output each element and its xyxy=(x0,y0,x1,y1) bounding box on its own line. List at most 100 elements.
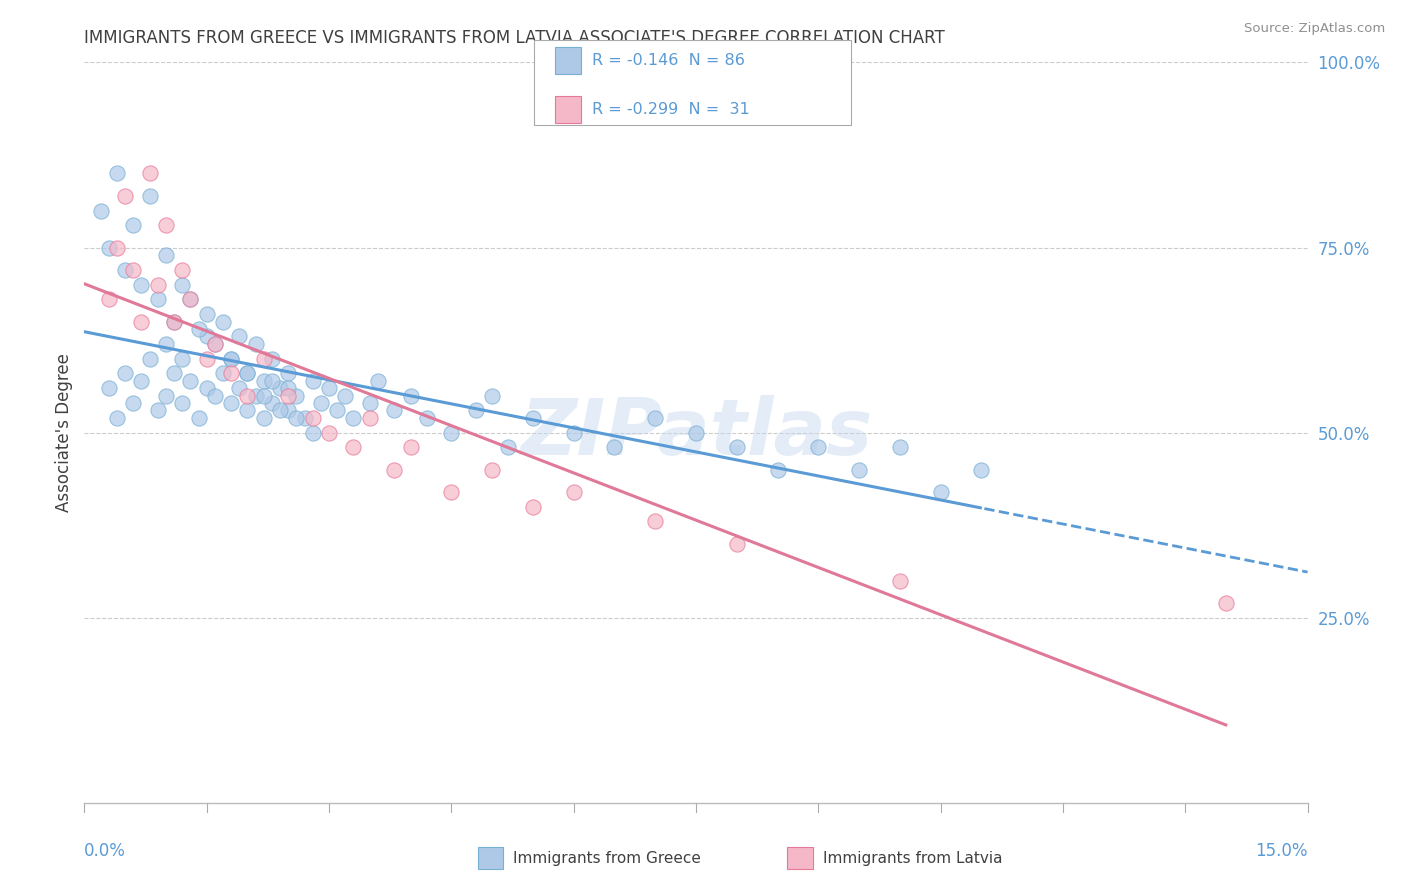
Point xyxy=(228,329,250,343)
Point xyxy=(522,410,544,425)
Point xyxy=(309,396,332,410)
Point xyxy=(155,388,177,402)
Point xyxy=(285,410,308,425)
Point xyxy=(114,188,136,202)
Point xyxy=(245,336,267,351)
Point xyxy=(187,410,209,425)
Point xyxy=(219,367,242,381)
Point xyxy=(294,410,316,425)
Point xyxy=(277,367,299,381)
Text: R = -0.299  N =  31: R = -0.299 N = 31 xyxy=(592,103,749,117)
Point xyxy=(848,462,870,476)
Point xyxy=(236,403,259,417)
Point xyxy=(105,166,128,180)
Point xyxy=(318,425,340,440)
Point xyxy=(301,410,323,425)
Point xyxy=(172,262,194,277)
Point xyxy=(260,351,283,366)
Point xyxy=(163,314,186,328)
Point xyxy=(269,403,291,417)
Point xyxy=(326,403,349,417)
Point xyxy=(644,515,666,529)
Point xyxy=(146,403,169,417)
Point xyxy=(90,203,112,218)
Point xyxy=(725,441,748,455)
Point xyxy=(204,336,226,351)
Point xyxy=(440,484,463,499)
Point xyxy=(236,388,259,402)
Point xyxy=(219,351,242,366)
Point xyxy=(236,367,259,381)
Point xyxy=(97,240,120,255)
Point xyxy=(138,351,160,366)
Point xyxy=(342,441,364,455)
Point xyxy=(1215,596,1237,610)
Point xyxy=(172,351,194,366)
Point xyxy=(359,410,381,425)
Point xyxy=(342,410,364,425)
Point xyxy=(212,314,235,328)
Point xyxy=(318,381,340,395)
Point xyxy=(105,240,128,255)
Text: 0.0%: 0.0% xyxy=(84,842,127,860)
Point xyxy=(382,462,405,476)
Text: ZIPatlas: ZIPatlas xyxy=(520,394,872,471)
Point xyxy=(889,574,911,588)
Point xyxy=(138,166,160,180)
Point xyxy=(269,381,291,395)
Point xyxy=(766,462,789,476)
Point xyxy=(889,441,911,455)
Point xyxy=(131,277,153,292)
Point xyxy=(277,403,299,417)
Point xyxy=(359,396,381,410)
Point xyxy=(301,374,323,388)
Point xyxy=(603,441,626,455)
Point xyxy=(285,388,308,402)
Point xyxy=(163,367,186,381)
Point xyxy=(114,367,136,381)
Point xyxy=(122,396,145,410)
Point xyxy=(187,322,209,336)
Point xyxy=(481,462,503,476)
Point xyxy=(105,410,128,425)
Point xyxy=(481,388,503,402)
Text: Immigrants from Greece: Immigrants from Greece xyxy=(513,851,702,865)
Point xyxy=(522,500,544,514)
Point xyxy=(253,351,276,366)
Point xyxy=(260,374,283,388)
Point xyxy=(498,441,520,455)
Point xyxy=(301,425,323,440)
Text: Immigrants from Latvia: Immigrants from Latvia xyxy=(823,851,1002,865)
Point xyxy=(179,293,201,307)
Point xyxy=(399,441,422,455)
Text: IMMIGRANTS FROM GREECE VS IMMIGRANTS FROM LATVIA ASSOCIATE'S DEGREE CORRELATION : IMMIGRANTS FROM GREECE VS IMMIGRANTS FRO… xyxy=(84,29,945,47)
Point xyxy=(253,410,276,425)
Point xyxy=(97,293,120,307)
Point xyxy=(163,314,186,328)
Point xyxy=(685,425,707,440)
Y-axis label: Associate's Degree: Associate's Degree xyxy=(55,353,73,512)
Point xyxy=(131,314,153,328)
Text: Source: ZipAtlas.com: Source: ZipAtlas.com xyxy=(1244,22,1385,36)
Point xyxy=(970,462,993,476)
Text: R = -0.146  N = 86: R = -0.146 N = 86 xyxy=(592,54,745,68)
Point xyxy=(172,396,194,410)
Point xyxy=(131,374,153,388)
Point xyxy=(172,277,194,292)
Point xyxy=(212,367,235,381)
Point xyxy=(146,277,169,292)
Point xyxy=(195,351,218,366)
Point xyxy=(253,374,276,388)
Point xyxy=(416,410,439,425)
Point xyxy=(195,329,218,343)
Point xyxy=(562,484,585,499)
Point xyxy=(440,425,463,440)
Point xyxy=(122,219,145,233)
Point xyxy=(155,219,177,233)
Point xyxy=(204,336,226,351)
Point xyxy=(228,381,250,395)
Point xyxy=(260,396,283,410)
Point xyxy=(382,403,405,417)
Point xyxy=(367,374,389,388)
Point xyxy=(219,396,242,410)
